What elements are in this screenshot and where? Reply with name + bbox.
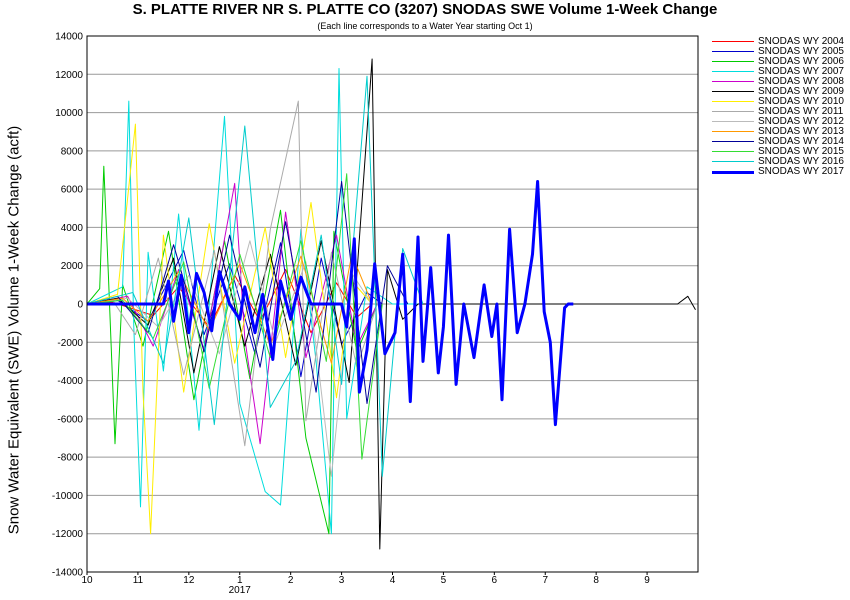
series-line-snodas-wy-2013 <box>86 253 373 364</box>
legend-label: SNODAS WY 2013 <box>758 126 844 137</box>
legend: SNODAS WY 2004 SNODAS WY 2005 SNODAS WY 20… <box>712 36 847 177</box>
y-tick-label: -2000 <box>57 338 83 349</box>
y-tick-label: 12000 <box>55 70 83 81</box>
legend-swatch <box>712 171 754 174</box>
legend-label: SNODAS WY 2011 <box>758 106 844 117</box>
x-tick-label: 8 <box>593 575 599 586</box>
legend-swatch <box>712 61 754 62</box>
legend-item: SNODAS WY 2014 <box>712 136 847 147</box>
legend-label: SNODAS WY 2010 <box>758 96 844 107</box>
legend-swatch <box>712 91 754 92</box>
y-tick-label: -4000 <box>57 376 83 387</box>
series-line-snodas-wy-2012 <box>86 240 373 477</box>
x-tick-label: 6 <box>492 575 498 586</box>
y-tick-label: 10000 <box>55 108 83 119</box>
x-tick-label: 2 <box>288 575 294 586</box>
chart-title: S. PLATTE RIVER NR S. PLATTE CO (3207) S… <box>132 1 718 18</box>
legend-item: SNODAS WY 2010 <box>712 96 847 107</box>
legend-swatch <box>712 141 754 142</box>
series-line-snodas-wy-2010 <box>86 123 373 535</box>
legend-swatch <box>712 101 754 102</box>
y-tick-label: -12000 <box>52 529 84 540</box>
y-tick-label: -6000 <box>57 414 83 425</box>
y-tick-label: 8000 <box>61 146 84 157</box>
legend-label: SNODAS WY 2004 <box>758 36 844 47</box>
legend-label: SNODAS WY 2006 <box>758 56 844 67</box>
series-line-snodas-wy-2017 <box>87 180 574 427</box>
series-line-snodas-wy-2006 <box>86 165 378 535</box>
legend-swatch <box>712 131 754 132</box>
legend-item: SNODAS WY 2004 <box>712 36 847 47</box>
legend-swatch <box>712 121 754 122</box>
legend-item: SNODAS WY 2011 <box>712 106 847 117</box>
series-line-snodas-wy-2009 <box>86 58 696 550</box>
legend-label: SNODAS WY 2009 <box>758 86 844 97</box>
x-tick-label: 10 <box>81 575 93 586</box>
legend-label: SNODAS WY 2008 <box>758 76 844 87</box>
legend-swatch <box>712 111 754 112</box>
legend-item: SNODAS WY 2017 <box>712 166 847 177</box>
y-tick-label: 14000 <box>55 32 83 43</box>
y-tick-label: 4000 <box>61 223 84 234</box>
legend-swatch <box>712 71 754 72</box>
y-tick-label: 6000 <box>61 185 84 196</box>
series-line-snodas-wy-2016 <box>86 75 424 477</box>
x-year-label: 2017 <box>229 585 252 596</box>
legend-item: SNODAS WY 2016 <box>712 156 847 167</box>
legend-swatch <box>712 161 754 162</box>
legend-item: SNODAS WY 2009 <box>712 86 847 97</box>
legend-item: SNODAS WY 2008 <box>712 76 847 87</box>
x-tick-label: 9 <box>644 575 650 586</box>
x-tick-label: 1 <box>237 575 243 586</box>
axis-layer: 14000 12000 10000 8000 6000 4000 2000 0 -2000 -40… <box>52 32 650 597</box>
series-line-snodas-wy-2015 <box>86 173 383 460</box>
x-tick-label: 11 <box>133 575 144 586</box>
legend-label: SNODAS WY 2015 <box>758 146 844 157</box>
legend-swatch <box>712 81 754 82</box>
legend-label: SNODAS WY 2007 <box>758 66 844 77</box>
y-tick-label: 0 <box>77 300 83 311</box>
legend-swatch <box>712 151 754 152</box>
x-tick-label: 12 <box>183 575 195 586</box>
legend-item: SNODAS WY 2013 <box>712 126 847 137</box>
y-tick-label: -10000 <box>52 491 84 502</box>
legend-item: SNODAS WY 2015 <box>712 146 847 157</box>
x-tick-label: 7 <box>542 575 548 586</box>
legend-label: SNODAS WY 2005 <box>758 46 844 57</box>
legend-label: SNODAS WY 2014 <box>758 136 844 147</box>
series-line-snodas-wy-2007 <box>86 68 678 535</box>
legend-item: SNODAS WY 2012 <box>712 116 847 127</box>
y-tick-label: -14000 <box>52 568 84 579</box>
series-layer <box>86 58 696 550</box>
series-line-snodas-wy-2011 <box>86 100 378 447</box>
legend-item: SNODAS WY 2005 <box>712 46 847 57</box>
series-line-snodas-wy-2008 <box>86 182 378 445</box>
legend-label: SNODAS WY 2017 <box>758 166 844 177</box>
legend-swatch <box>712 51 754 52</box>
x-tick-label: 4 <box>390 575 396 586</box>
y-tick-label: 2000 <box>61 261 84 272</box>
y-tick-label: -8000 <box>57 453 83 464</box>
legend-swatch <box>712 41 754 42</box>
chart-subtitle: (Each line corresponds to a Water Year s… <box>317 21 533 31</box>
legend-item: SNODAS WY 2006 <box>712 56 847 67</box>
legend-label: SNODAS WY 2016 <box>758 156 844 167</box>
legend-item: SNODAS WY 2007 <box>712 66 847 77</box>
legend-label: SNODAS WY 2012 <box>758 116 844 127</box>
x-tick-label: 3 <box>339 575 345 586</box>
x-tick-label: 5 <box>441 575 447 586</box>
